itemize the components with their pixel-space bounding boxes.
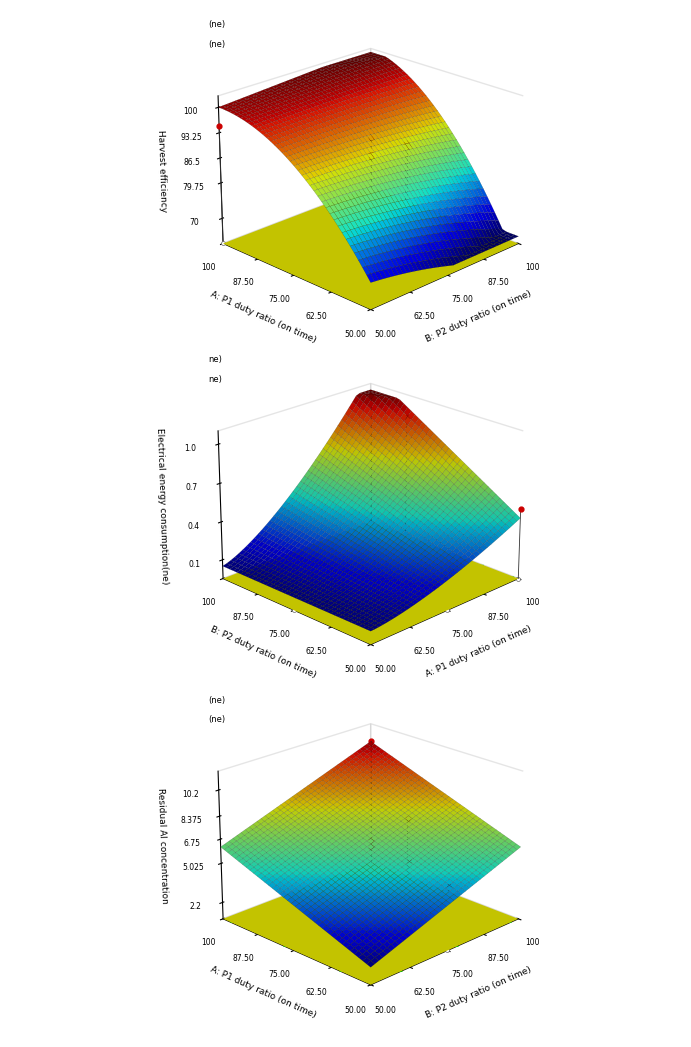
X-axis label: B: P2 duty ratio (on time): B: P2 duty ratio (on time) xyxy=(424,289,532,344)
Y-axis label: B: P2 duty ratio (on time): B: P2 duty ratio (on time) xyxy=(209,624,317,680)
Text: (ne): (ne) xyxy=(208,715,225,725)
Text: ne): ne) xyxy=(208,355,222,364)
X-axis label: A: P1 duty ratio (on time): A: P1 duty ratio (on time) xyxy=(424,624,532,680)
Text: (ne): (ne) xyxy=(208,20,225,29)
Text: (ne): (ne) xyxy=(208,40,225,49)
X-axis label: B: P2 duty ratio (on time): B: P2 duty ratio (on time) xyxy=(424,964,532,1020)
Y-axis label: A: P1 duty ratio (on time): A: P1 duty ratio (on time) xyxy=(209,289,317,344)
Text: ne): ne) xyxy=(208,375,222,384)
Y-axis label: A: P1 duty ratio (on time): A: P1 duty ratio (on time) xyxy=(209,964,317,1020)
Text: (ne): (ne) xyxy=(208,695,225,705)
